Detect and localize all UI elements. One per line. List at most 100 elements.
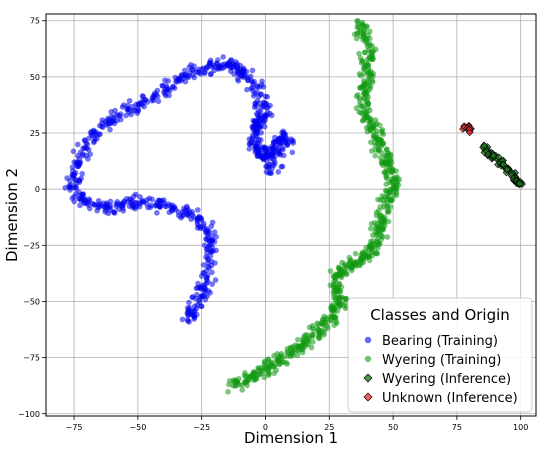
data-point (365, 78, 372, 84)
data-point (203, 274, 210, 281)
data-point (135, 107, 142, 113)
data-points (62, 18, 526, 395)
data-point (379, 233, 386, 240)
data-point (377, 204, 383, 210)
data-point (253, 132, 259, 138)
data-point (189, 294, 196, 300)
series-unknown-inference (459, 121, 475, 137)
data-point (130, 108, 137, 114)
data-point (109, 118, 116, 125)
data-point (353, 35, 360, 42)
data-point (257, 91, 264, 98)
data-point (385, 208, 391, 215)
data-point (74, 141, 81, 148)
data-point (327, 282, 334, 289)
data-point (259, 364, 265, 371)
data-point (203, 267, 210, 274)
data-point (354, 18, 360, 24)
data-point (295, 343, 302, 350)
data-point (96, 131, 103, 137)
data-point (260, 119, 267, 125)
data-point (339, 259, 345, 266)
data-point (247, 73, 254, 80)
data-point (69, 171, 75, 178)
data-point (278, 136, 285, 142)
data-point (184, 211, 191, 218)
data-point (391, 175, 398, 181)
data-point (186, 299, 192, 306)
data-point (255, 108, 262, 114)
data-point (381, 200, 387, 207)
data-point (188, 62, 194, 68)
data-point (291, 346, 298, 353)
data-point (209, 233, 215, 239)
data-point (366, 73, 373, 80)
x-tick-label: 100 (513, 423, 528, 432)
data-point (201, 70, 208, 76)
data-point (357, 55, 364, 61)
data-point (74, 159, 80, 165)
data-point (368, 139, 374, 146)
data-point (385, 218, 392, 225)
data-point (266, 170, 272, 176)
data-point (359, 118, 366, 124)
data-point (372, 117, 379, 123)
data-point (269, 155, 276, 162)
data-point (154, 87, 161, 94)
data-point (366, 55, 373, 62)
data-point (321, 313, 327, 320)
data-point (94, 207, 100, 214)
data-point (226, 381, 232, 388)
series-wyering-inference (479, 141, 526, 189)
data-point (250, 126, 257, 133)
data-point (299, 346, 306, 353)
data-point (262, 93, 269, 100)
data-point (206, 242, 213, 249)
data-point (289, 149, 296, 156)
data-point (120, 205, 126, 212)
data-point (295, 336, 301, 343)
data-point (372, 152, 379, 159)
data-point (146, 195, 153, 202)
data-point (351, 31, 358, 38)
x-tick-label: 25 (324, 423, 334, 432)
data-point (124, 199, 131, 205)
data-point (308, 344, 315, 351)
legend-label: Wyering (Inference) (382, 372, 511, 387)
data-point (263, 100, 269, 107)
data-point (465, 128, 474, 137)
data-point (272, 144, 278, 151)
data-point (107, 126, 113, 133)
data-point (367, 225, 374, 232)
data-point (129, 103, 136, 110)
y-tick-label: −100 (18, 410, 40, 419)
data-point (207, 289, 213, 296)
data-point (239, 387, 246, 393)
data-point (309, 322, 316, 329)
data-point (330, 273, 337, 279)
data-point (244, 378, 251, 384)
data-point (133, 191, 139, 198)
data-point (378, 128, 385, 134)
data-point (117, 111, 124, 117)
series-wyering-training (225, 18, 403, 395)
data-point (374, 140, 381, 147)
data-point (194, 216, 201, 223)
data-point (180, 211, 186, 218)
data-point (208, 248, 215, 255)
data-point (68, 182, 74, 188)
legend-marker (364, 355, 372, 363)
data-point (163, 203, 169, 210)
data-point (279, 145, 286, 152)
data-point (382, 214, 388, 220)
data-point (275, 169, 282, 175)
x-tick-label: 0 (263, 423, 268, 432)
x-tick-label: −75 (66, 423, 83, 432)
data-point (290, 140, 296, 146)
data-point (202, 296, 209, 303)
data-point (376, 122, 383, 128)
data-point (331, 304, 337, 311)
data-point (327, 268, 334, 274)
data-point (137, 194, 143, 200)
